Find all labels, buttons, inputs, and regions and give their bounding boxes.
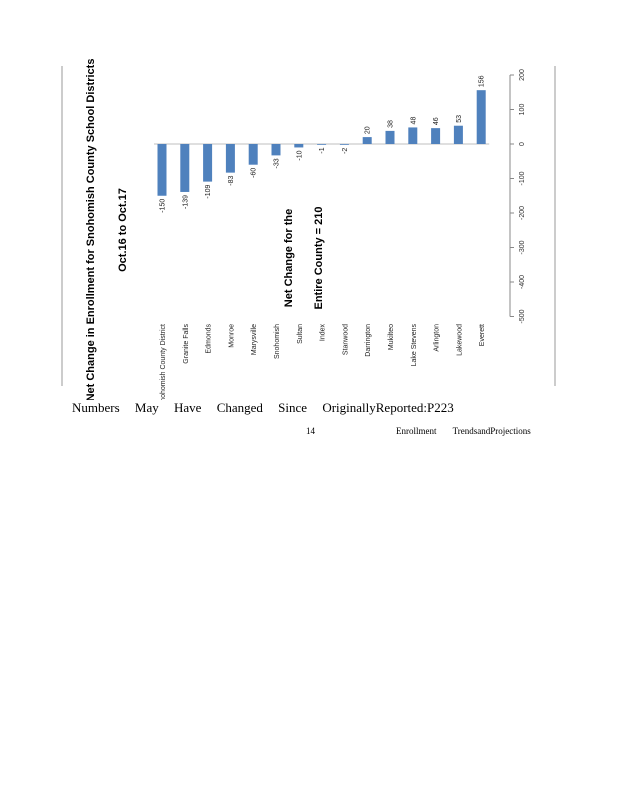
bar [476,90,486,144]
data-label: 156 [479,75,486,87]
category-label: Arlington [434,324,441,352]
bar [225,144,235,173]
data-label: 53 [456,115,463,123]
data-label: -1 [319,147,326,153]
data-label: 38 [388,120,395,128]
footer-note: Numbers May Have Changed Since Originall… [72,400,466,416]
category-label: Marysville [251,324,258,355]
category-label: Granite Falls [183,324,190,364]
bars-layer [154,74,514,317]
data-label: -60 [251,168,258,178]
data-label: -10 [296,150,303,160]
chart-title: Net Change in Enrollment for Snohomish C… [85,59,97,400]
bar [453,125,463,144]
footer-word: May [134,400,159,415]
value-axis-tick-label: -100 [519,171,526,185]
county-total-annotation-line2: Entire County = 210 [313,206,325,309]
value-axis-tick-label: -400 [519,275,526,289]
category-label: Lake Stevens [411,324,418,367]
data-label: -139 [182,195,189,209]
category-label: Everett [479,324,486,346]
data-label: -109 [205,185,212,199]
category-label: Monroe [228,324,235,348]
category-label: Edmonds [206,324,213,354]
bar [408,127,418,144]
value-axis-tick-label: 200 [519,69,526,81]
category-label: Snohomish County District [160,324,167,400]
category-label: Lakewood [456,324,463,356]
bar [248,144,258,165]
value-axis-tick-label: -500 [519,309,526,323]
category-label: Sultan [297,324,304,344]
bar [317,144,327,145]
footer-word: Since [278,400,308,415]
data-label: -150 [160,199,167,213]
bar [271,144,281,156]
value-axis-tick-label: 100 [519,104,526,116]
bar [294,144,304,148]
document-name: Enrollment TrendsandProjections [396,426,545,436]
page-number: 14 [306,426,315,436]
data-label: 48 [410,117,417,125]
text-layer: Net Change in Enrollment for Snohomish C… [85,59,526,400]
value-axis-tick-label: -300 [519,240,526,254]
footer-word: Numbers [72,400,120,415]
footer-word: OriginallyReported:P223 [322,400,454,415]
bar [431,128,441,144]
value-axis-tick-label: 0 [519,142,526,146]
value-axis-tick-label: -200 [519,206,526,220]
bar [180,144,190,192]
category-label: Stanwood [342,324,349,355]
bar [157,144,167,196]
data-label: 20 [365,126,372,134]
document-name-word: Enrollment [396,426,437,436]
category-label: Snohomish [274,324,281,359]
footer-word: Changed [216,400,263,415]
bar [339,144,349,145]
data-label: -33 [274,158,281,168]
document-name-word: TrendsandProjections [452,426,531,436]
data-label: 46 [433,117,440,125]
enrollment-chart: Net Change in Enrollment for Snohomish C… [61,59,556,400]
bar [362,137,372,144]
category-label: Darrington [365,324,372,357]
data-label: -83 [228,176,235,186]
bar [385,130,395,144]
footer-word: Have [174,400,202,415]
bar [203,144,213,182]
category-label: Mukilteo [388,324,395,350]
county-total-annotation-line1: Net Change for the [283,209,295,307]
chart-subtitle: Oct.16 to Oct.17 [117,188,129,272]
category-label: Index [320,324,327,342]
data-label: -2 [342,148,349,154]
